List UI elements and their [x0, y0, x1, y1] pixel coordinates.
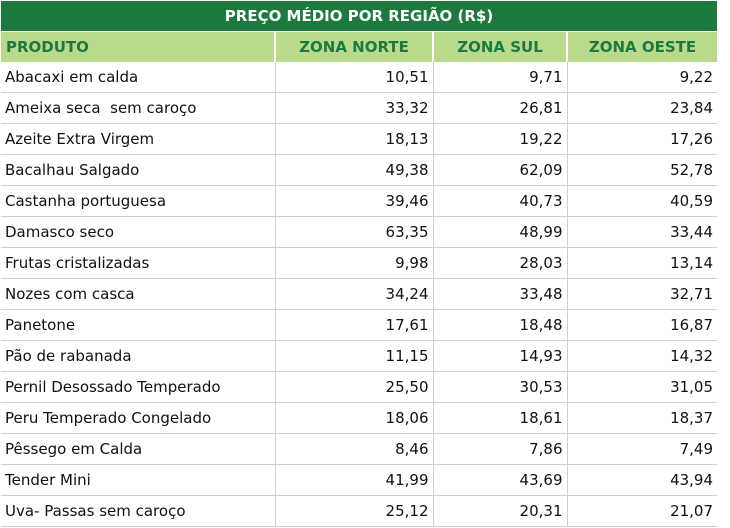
cell-zona-oeste: 40,59: [567, 185, 718, 217]
cell-zona-sul: 33,48: [433, 278, 568, 310]
table-row: Damasco seco 63,35 48,99 33,44: [1, 216, 718, 248]
cell-produto: Pernil Desossado Temperado: [1, 371, 276, 403]
cell-produto: Pêssego em Calda: [1, 433, 276, 465]
cell-zona-norte: 9,98: [275, 247, 434, 279]
table-row: Azeite Extra Virgem 18,13 19,22 17,26: [1, 123, 718, 155]
table-row: Ameixa seca sem caroço 33,32 26,81 23,84: [1, 92, 718, 124]
table-row: Castanha portuguesa 39,46 40,73 40,59: [1, 185, 718, 217]
cell-produto: Bacalhau Salgado: [1, 154, 276, 186]
cell-zona-sul: 20,31: [433, 495, 568, 527]
cell-zona-oeste: 17,26: [567, 123, 718, 155]
table-row: Pernil Desossado Temperado 25,50 30,53 31,0…: [1, 371, 718, 403]
cell-zona-norte: 25,50: [275, 371, 434, 403]
cell-zona-norte: 18,13: [275, 123, 434, 155]
cell-zona-sul: 7,86: [433, 433, 568, 465]
table-row: Nozes com casca 34,24 33,48 32,71: [1, 278, 718, 310]
cell-zona-norte: 33,32: [275, 92, 434, 124]
table-title: PREÇO MÉDIO POR REGIÃO (R$): [1, 1, 718, 32]
cell-zona-oeste: 18,37: [567, 402, 718, 434]
cell-zona-sul: 30,53: [433, 371, 568, 403]
cell-zona-sul: 19,22: [433, 123, 568, 155]
cell-zona-norte: 34,24: [275, 278, 434, 310]
cell-zona-sul: 14,93: [433, 340, 568, 372]
table-row: Uva- Passas sem caroço 25,12 20,31 21,07: [1, 495, 718, 527]
cell-produto: Ameixa seca sem caroço: [1, 92, 276, 124]
table-row: Panetone 17,61 18,48 16,87: [1, 309, 718, 341]
column-header-produto: PRODUTO: [1, 31, 276, 62]
cell-zona-norte: 49,38: [275, 154, 434, 186]
column-header-row: PRODUTO ZONA NORTE ZONA SUL ZONA OESTE: [1, 31, 718, 62]
cell-zona-sul: 18,61: [433, 402, 568, 434]
cell-zona-norte: 17,61: [275, 309, 434, 341]
cell-zona-oeste: 9,22: [567, 62, 718, 93]
cell-produto: Pão de rabanada: [1, 340, 276, 372]
cell-produto: Panetone: [1, 309, 276, 341]
cell-zona-sul: 43,69: [433, 464, 568, 496]
cell-zona-oeste: 7,49: [567, 433, 718, 465]
cell-zona-norte: 25,12: [275, 495, 434, 527]
cell-zona-norte: 18,06: [275, 402, 434, 434]
cell-zona-oeste: 52,78: [567, 154, 718, 186]
cell-zona-norte: 8,46: [275, 433, 434, 465]
cell-zona-norte: 11,15: [275, 340, 434, 372]
cell-zona-oeste: 31,05: [567, 371, 718, 403]
cell-zona-sul: 40,73: [433, 185, 568, 217]
cell-zona-sul: 18,48: [433, 309, 568, 341]
cell-zona-sul: 26,81: [433, 92, 568, 124]
table-row: Tender Mini 41,99 43,69 43,94: [1, 464, 718, 496]
cell-zona-oeste: 23,84: [567, 92, 718, 124]
cell-zona-oeste: 21,07: [567, 495, 718, 527]
cell-zona-oeste: 43,94: [567, 464, 718, 496]
cell-zona-oeste: 16,87: [567, 309, 718, 341]
table-row: Frutas cristalizadas 9,98 28,03 13,14: [1, 247, 718, 279]
cell-zona-norte: 10,51: [275, 62, 434, 93]
cell-produto: Tender Mini: [1, 464, 276, 496]
cell-zona-norte: 41,99: [275, 464, 434, 496]
cell-produto: Peru Temperado Congelado: [1, 402, 276, 434]
cell-produto: Abacaxi em calda: [1, 62, 276, 93]
cell-produto: Uva- Passas sem caroço: [1, 495, 276, 527]
cell-zona-oeste: 33,44: [567, 216, 718, 248]
column-header-zona-oeste: ZONA OESTE: [567, 31, 718, 62]
cell-zona-norte: 39,46: [275, 185, 434, 217]
cell-produto: Castanha portuguesa: [1, 185, 276, 217]
column-header-zona-norte: ZONA NORTE: [275, 31, 434, 62]
table-row: Peru Temperado Congelado 18,06 18,61 18,37: [1, 402, 718, 434]
cell-zona-sul: 48,99: [433, 216, 568, 248]
cell-produto: Damasco seco: [1, 216, 276, 248]
cell-zona-sul: 28,03: [433, 247, 568, 279]
table-row: Pêssego em Calda 8,46 7,86 7,49: [1, 433, 718, 465]
cell-zona-oeste: 14,32: [567, 340, 718, 372]
cell-zona-oeste: 32,71: [567, 278, 718, 310]
price-table: PREÇO MÉDIO POR REGIÃO (R$) PRODUTO ZONA…: [1, 1, 718, 527]
table-row: Abacaxi em calda 10,51 9,71 9,22: [1, 62, 718, 93]
cell-produto: Azeite Extra Virgem: [1, 123, 276, 155]
cell-zona-norte: 63,35: [275, 216, 434, 248]
cell-produto: Frutas cristalizadas: [1, 247, 276, 279]
cell-zona-oeste: 13,14: [567, 247, 718, 279]
cell-produto: Nozes com casca: [1, 278, 276, 310]
table-row: Bacalhau Salgado 49,38 62,09 52,78: [1, 154, 718, 186]
column-header-zona-sul: ZONA SUL: [433, 31, 568, 62]
table-row: Pão de rabanada 11,15 14,93 14,32: [1, 340, 718, 372]
cell-zona-sul: 9,71: [433, 62, 568, 93]
cell-zona-sul: 62,09: [433, 154, 568, 186]
